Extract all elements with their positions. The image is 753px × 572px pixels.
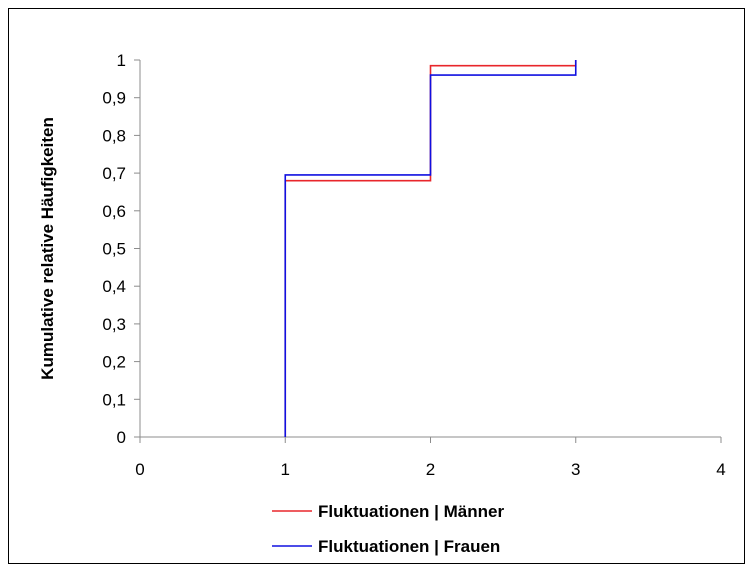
- legend-label-maenner: Fluktuationen | Männer: [318, 502, 504, 521]
- x-tick-label: 3: [571, 460, 580, 479]
- cumulative-frequency-chart: 0 0,1 0,2 0,3 0,4 0,5 0,6 0,7 0,8 0,9 1 0 1 2 3 4 Kumul…: [38, 51, 726, 556]
- y-tick-label: 0,7: [102, 164, 126, 183]
- legend: Fluktuationen | Männer Fluktuationen | Fr…: [272, 502, 504, 556]
- y-tick-label: 0,5: [102, 240, 126, 259]
- y-tick-label: 0,3: [102, 315, 126, 334]
- y-tick-label: 0,2: [102, 353, 126, 372]
- x-tick-label: 0: [135, 460, 144, 479]
- legend-label-frauen: Fluktuationen | Frauen: [318, 537, 500, 556]
- y-axis-title: Kumulative relative Häufigkeiten: [38, 117, 57, 380]
- y-tick-label: 0: [117, 428, 126, 447]
- y-tick-label: 0,8: [102, 126, 126, 145]
- series-layer: [284, 60, 577, 437]
- y-tick-label: 0,1: [102, 390, 126, 409]
- y-tick-label: 0,9: [102, 89, 126, 108]
- y-tick-label: 0,4: [102, 277, 126, 296]
- x-tick-label: 1: [281, 460, 290, 479]
- x-tick-label: 4: [716, 460, 725, 479]
- x-tick-label: 2: [426, 460, 435, 479]
- y-tick-label: 0,6: [102, 202, 126, 221]
- axes: 0 0,1 0,2 0,3 0,4 0,5 0,6 0,7 0,8 0,9 1 0 1 2 3 4: [102, 51, 725, 479]
- chart-frame: 0 0,1 0,2 0,3 0,4 0,5 0,6 0,7 0,8 0,9 1 0 1 2 3 4 Kumul…: [8, 8, 745, 564]
- series-line-frauen: [284, 60, 577, 437]
- y-tick-label: 1: [117, 51, 126, 70]
